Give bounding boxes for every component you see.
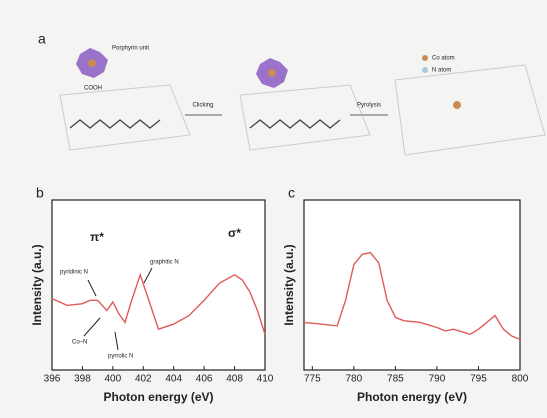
- step-label: Pyrolysis: [357, 103, 381, 109]
- x-tick-label: 404: [165, 374, 182, 385]
- x-tick-label: 396: [44, 374, 61, 385]
- panel-a: a Porphyrin unit COOH Clicking Pyrolysis…: [38, 31, 546, 156]
- plot-frame: [303, 199, 521, 371]
- annotation: σ*: [228, 226, 241, 240]
- plot-frame: [51, 199, 266, 371]
- x-axis-label: Photon energy (eV): [357, 390, 467, 404]
- data-line: [303, 251, 521, 341]
- annotation-arrow: [143, 267, 153, 284]
- pyrrole-chain: [69, 119, 341, 129]
- annotation-arrow: [83, 317, 101, 337]
- step-label: Clicking: [192, 103, 213, 109]
- annotation: pyrrolic N: [108, 354, 133, 360]
- x-tick-label: 406: [196, 374, 213, 385]
- co-atom: [453, 101, 461, 109]
- x-tick-label: 775: [304, 374, 321, 385]
- x-tick-label: 800: [512, 374, 529, 385]
- annotation: Co–N: [72, 340, 87, 346]
- x-tick-label: 408: [226, 374, 243, 385]
- legend-marker: [422, 67, 428, 73]
- annotation-arrow: [87, 279, 97, 297]
- panel-label: b: [36, 185, 44, 201]
- label: COOH: [84, 86, 102, 92]
- graphene-sheet: [59, 64, 546, 156]
- legend-label: Co atom: [432, 56, 455, 62]
- x-tick-label: 400: [105, 374, 122, 385]
- annotation-arrow: [114, 331, 119, 351]
- co-center: [268, 69, 276, 77]
- panel-label: c: [288, 185, 295, 201]
- legend-label: N atom: [432, 68, 451, 74]
- x-tick-label: 402: [135, 374, 152, 385]
- data-line: [51, 272, 266, 335]
- co-center: [88, 59, 96, 67]
- annotation: pyridinic N: [60, 270, 88, 276]
- x-tick-label: 795: [470, 374, 487, 385]
- x-tick-label: 410: [257, 374, 274, 385]
- label: Porphyrin unit: [112, 46, 149, 52]
- x-tick-label: 398: [74, 374, 91, 385]
- x-axis-label: Photon energy (eV): [103, 390, 213, 404]
- x-tick-label: 780: [346, 374, 363, 385]
- annotation: π*: [90, 230, 104, 244]
- x-tick-label: 785: [387, 374, 404, 385]
- y-axis-label: Intensity (a.u.): [30, 244, 44, 325]
- x-tick-label: 790: [429, 374, 446, 385]
- annotation: graphitic N: [150, 260, 179, 266]
- panel-label: a: [38, 31, 46, 47]
- y-axis-label: Intensity (a.u.): [282, 244, 296, 325]
- legend-marker: [422, 55, 428, 61]
